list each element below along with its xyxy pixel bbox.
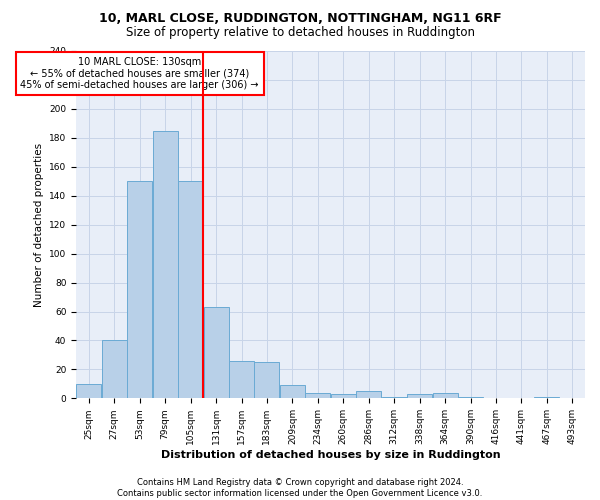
Bar <box>535 397 559 398</box>
Bar <box>433 392 458 398</box>
Text: 10, MARL CLOSE, RUDDINGTON, NOTTINGHAM, NG11 6RF: 10, MARL CLOSE, RUDDINGTON, NOTTINGHAM, … <box>98 12 502 26</box>
Y-axis label: Number of detached properties: Number of detached properties <box>34 142 44 306</box>
Bar <box>76 384 101 398</box>
Bar <box>153 130 178 398</box>
Bar <box>382 397 407 398</box>
Bar <box>305 392 331 398</box>
Bar <box>458 397 483 398</box>
Bar <box>229 360 254 399</box>
Bar <box>331 394 356 398</box>
Bar <box>178 182 203 398</box>
Bar <box>407 394 432 398</box>
Bar <box>280 386 305 398</box>
Bar <box>254 362 280 399</box>
Bar <box>203 307 229 398</box>
X-axis label: Distribution of detached houses by size in Ruddington: Distribution of detached houses by size … <box>161 450 500 460</box>
Bar <box>102 340 127 398</box>
Text: 10 MARL CLOSE: 130sqm
← 55% of detached houses are smaller (374)
45% of semi-det: 10 MARL CLOSE: 130sqm ← 55% of detached … <box>20 57 259 90</box>
Bar <box>356 391 381 398</box>
Text: Contains HM Land Registry data © Crown copyright and database right 2024.
Contai: Contains HM Land Registry data © Crown c… <box>118 478 482 498</box>
Text: Size of property relative to detached houses in Ruddington: Size of property relative to detached ho… <box>125 26 475 39</box>
Bar <box>127 182 152 398</box>
